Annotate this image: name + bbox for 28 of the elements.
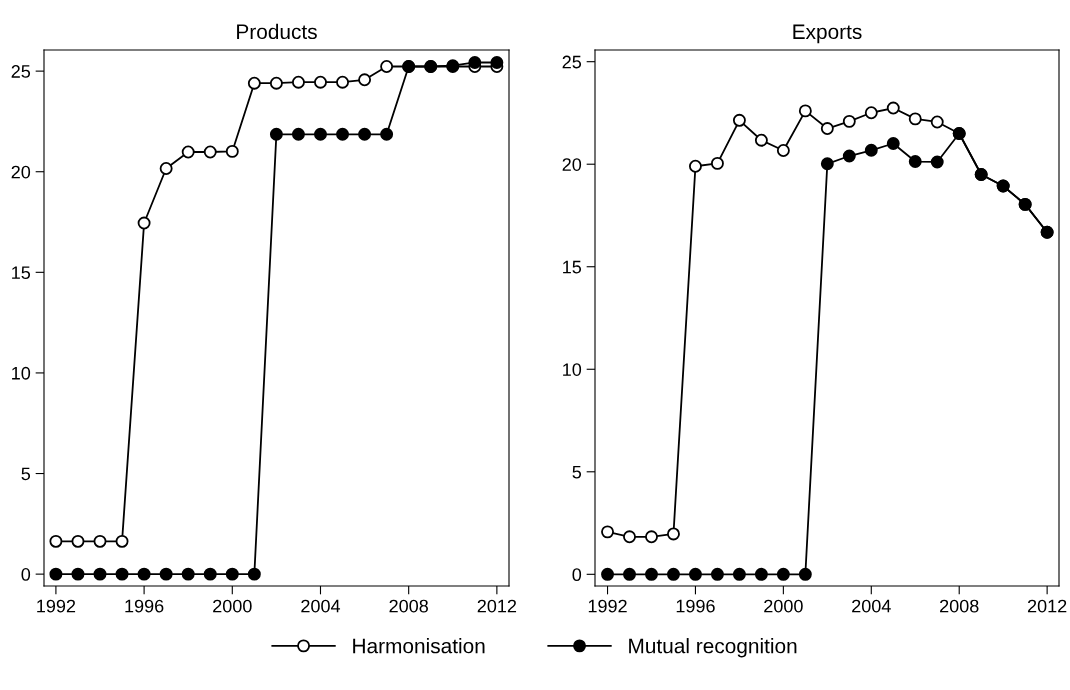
y-tick-label: 25 bbox=[11, 65, 31, 78]
y-tick-label: 0 bbox=[21, 568, 31, 581]
y-tick-label: 15 bbox=[12, 266, 31, 280]
chart-title: Products bbox=[237, 23, 317, 40]
y-tick-label: 0 bbox=[572, 568, 582, 582]
legend-label: Mutual recognition bbox=[629, 638, 797, 658]
y-tick-label: 10 bbox=[12, 366, 31, 380]
x-tick-label: 1996 bbox=[676, 599, 715, 613]
legend-label: Harmonisation bbox=[353, 638, 485, 654]
x-tick-label: 2000 bbox=[764, 599, 803, 613]
y-tick-label: 25 bbox=[562, 55, 582, 69]
x-tick-label: 2012 bbox=[477, 599, 517, 613]
x-tick-label: 2004 bbox=[301, 599, 341, 613]
x-tick-label: 1996 bbox=[125, 599, 164, 613]
x-tick-label: 2000 bbox=[213, 599, 252, 613]
y-tick-label: 10 bbox=[563, 363, 582, 376]
x-tick-label: 1992 bbox=[37, 599, 76, 613]
y-tick-label: 20 bbox=[11, 165, 31, 179]
x-tick-label: 1992 bbox=[588, 599, 627, 613]
y-tick-label: 5 bbox=[21, 467, 31, 481]
y-tick-label: 20 bbox=[562, 158, 582, 171]
y-tick-label: 5 bbox=[572, 465, 582, 479]
x-tick-label: 2008 bbox=[389, 599, 428, 613]
y-tick-label: 15 bbox=[563, 260, 582, 274]
x-tick-label: 2012 bbox=[1027, 599, 1067, 613]
x-tick-label: 2008 bbox=[940, 599, 979, 613]
x-tick-label: 2004 bbox=[852, 599, 891, 613]
chart-title: Exports bbox=[793, 24, 862, 44]
